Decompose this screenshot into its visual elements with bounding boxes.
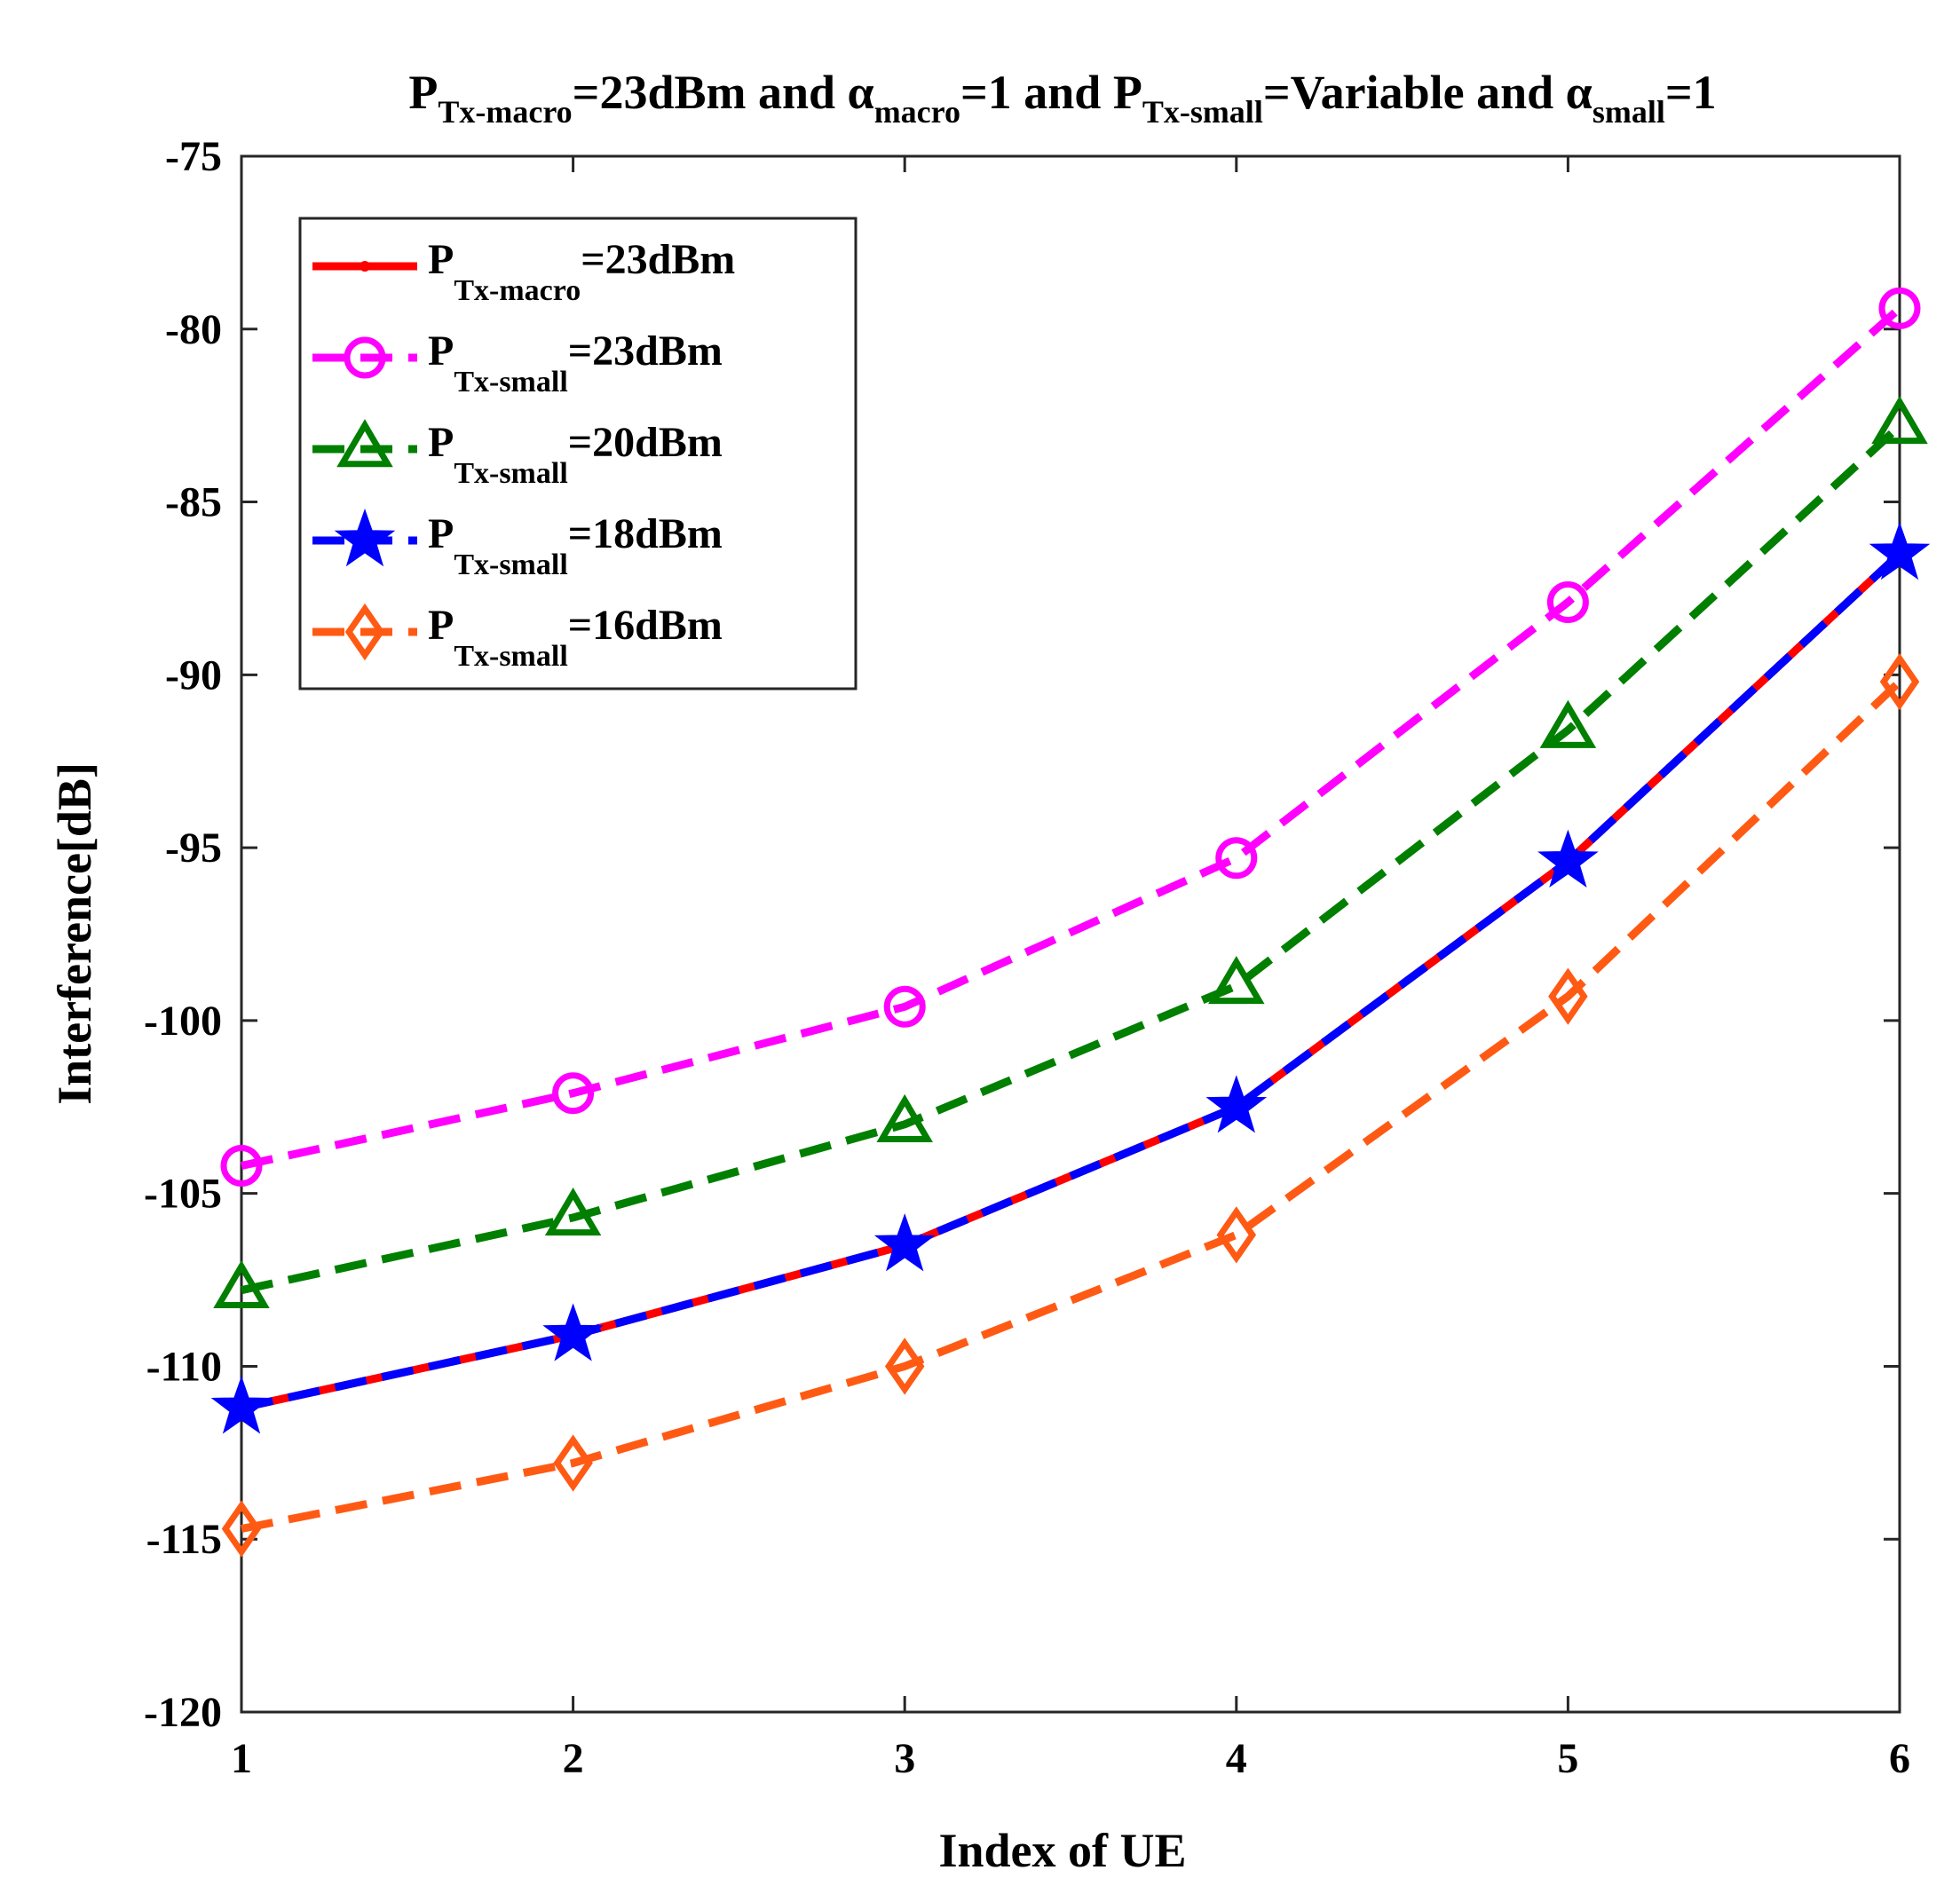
series-diamond: [221, 652, 1920, 1558]
x-tick-label: 1: [231, 1735, 252, 1782]
data-point: [1215, 837, 1258, 880]
title-part: =1: [1665, 66, 1717, 119]
series-line: [241, 422, 1903, 1295]
y-tick-label: -105: [144, 1171, 222, 1218]
data-point: [221, 1500, 262, 1558]
y-tick-label: -120: [144, 1689, 222, 1736]
data-point: [213, 1259, 270, 1308]
y-tick-label: -90: [165, 651, 222, 698]
title-subscript: Tx-small: [1142, 94, 1263, 130]
data-point: [1871, 395, 1928, 445]
x-tick-label: 2: [563, 1735, 584, 1782]
data-point: [883, 985, 926, 1028]
y-tick-label: -115: [146, 1516, 222, 1563]
legend-label-main: P: [428, 327, 454, 375]
legend-marker: [360, 261, 370, 272]
title-subscript: macro: [874, 94, 960, 130]
data-point: [220, 1145, 263, 1188]
data-point: [1546, 581, 1589, 624]
data-point: [1869, 521, 1931, 580]
legend-label: PTx-small=23dBm: [428, 327, 723, 399]
data-point: [1216, 1206, 1257, 1264]
title-part: P: [408, 66, 438, 119]
legend-label-main: P: [428, 419, 454, 466]
y-tick-label: -75: [165, 133, 222, 180]
data-point: [544, 1188, 602, 1236]
data-point: [542, 1303, 604, 1361]
y-axis-title: Interference[dB]: [48, 762, 101, 1105]
data-point: [210, 1376, 273, 1434]
y-axis: -120 -115 -110 -105 -100 -95 -90 -85 -80 -75: [144, 133, 1900, 1736]
data-point: [1539, 699, 1597, 748]
x-tick-label: 5: [1557, 1735, 1578, 1782]
y-tick-label: -80: [165, 306, 222, 353]
legend-label-value: =23dBm: [581, 236, 735, 283]
title-subscript: small: [1592, 94, 1665, 130]
y-tick-label: -110: [146, 1343, 222, 1390]
data-point: [552, 1072, 595, 1115]
legend-label-value: =16dBm: [568, 602, 723, 649]
legend-item: PTx-small=20dBm: [312, 419, 723, 490]
legend-label-sub: Tx-small: [454, 548, 567, 581]
data-point: [1208, 956, 1265, 1005]
legend-item: PTx-small=18dBm: [312, 508, 723, 581]
legend-label-value: =23dBm: [568, 327, 723, 375]
legend-label-main: P: [428, 602, 454, 649]
series-layer: [210, 287, 1931, 1558]
legend-label-sub: Tx-small: [454, 457, 567, 490]
series-star: [210, 521, 1931, 1434]
x-tick-label: 4: [1226, 1735, 1247, 1782]
legend-label-main: P: [428, 236, 454, 283]
x-tick-label: 3: [894, 1735, 915, 1782]
x-tick-label: 6: [1889, 1735, 1910, 1782]
legend-marker: [336, 419, 393, 468]
legend-item: PTx-small=16dBm: [312, 602, 723, 673]
legend-label-sub: Tx-small: [454, 640, 567, 673]
legend-marker: [344, 336, 386, 379]
series-line: [241, 305, 1902, 1170]
x-axis: 1 2 3 4 5 6: [231, 156, 1910, 1782]
data-point: [873, 1213, 936, 1272]
data-point: [1879, 652, 1920, 711]
legend-label: PTx-small=16dBm: [428, 602, 723, 673]
data-point: [553, 1434, 593, 1492]
legend-label-main: P: [428, 510, 454, 557]
data-point: [876, 1093, 933, 1142]
legend-label: PTx-small=18dBm: [428, 510, 723, 581]
x-axis-title: Index of UE: [938, 1824, 1186, 1877]
legend-marker: [344, 603, 385, 661]
title-part: =23dBm and α: [573, 66, 874, 119]
legend: PTx-macro=23dBmPTx-small=23dBmPTx-small=…: [298, 217, 858, 690]
series-triangle: [213, 395, 1928, 1308]
legend-label-value: =20dBm: [568, 419, 723, 466]
y-tick-label: -100: [144, 998, 222, 1045]
data-point: [1205, 1075, 1268, 1133]
legend-label-sub: Tx-macro: [454, 274, 581, 307]
series-line: [241, 550, 1903, 1412]
legend-label: PTx-macro=23dBm: [428, 236, 735, 307]
legend-marker: [334, 508, 396, 567]
y-tick-label: -95: [165, 825, 222, 872]
data-point: [1878, 287, 1921, 329]
legend-label-sub: Tx-small: [454, 366, 567, 399]
title-part: =Variable and α: [1263, 66, 1592, 119]
legend-box: [298, 217, 858, 690]
legend-label-value: =18dBm: [568, 510, 723, 557]
y-tick-label: -85: [165, 479, 222, 526]
series-circle: [220, 287, 1921, 1188]
data-point: [884, 1338, 925, 1395]
data-point: [1548, 967, 1588, 1025]
title-part: =1 and P: [960, 66, 1142, 119]
legend-label: PTx-small=20dBm: [428, 419, 723, 490]
title-subscript: Tx-macro: [438, 94, 572, 130]
legend-item: PTx-small=23dBm: [312, 327, 723, 399]
chart-title: PTx-macro=23dBm and αmacro=1 and PTx-sma…: [408, 66, 1716, 130]
data-point: [1537, 829, 1599, 888]
legend-item: PTx-macro=23dBm: [312, 236, 735, 307]
